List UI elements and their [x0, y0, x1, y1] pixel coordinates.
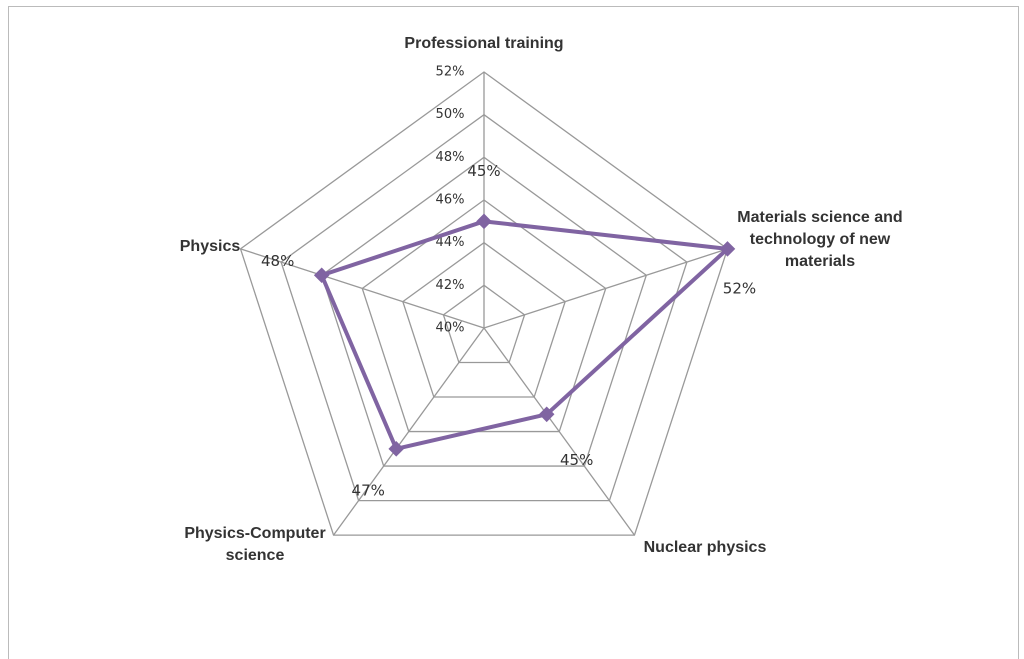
- r-tick-label: 42%: [436, 278, 465, 293]
- grid-ring: [280, 113, 688, 502]
- value-label: 52%: [723, 279, 756, 297]
- grid-ring: [361, 199, 607, 433]
- r-tick-label: 46%: [436, 193, 465, 208]
- grid-ring: [442, 284, 526, 364]
- category-label: Professional training: [404, 35, 564, 52]
- r-tick-label: 44%: [436, 235, 465, 250]
- spoke: [483, 327, 635, 536]
- marker: [476, 213, 492, 230]
- spoke: [240, 248, 485, 329]
- category-label: Physics-Computer science: [184, 525, 326, 564]
- value-label: 48%: [261, 252, 294, 270]
- category-label: Physics: [179, 238, 241, 255]
- grid-ring: [239, 71, 729, 536]
- r-tick-label: 50%: [436, 107, 465, 122]
- value-label: 47%: [352, 481, 385, 499]
- chart-frame: [8, 6, 1019, 659]
- category-label: Nuclear physics: [643, 539, 767, 556]
- r-tick-label: 48%: [436, 150, 465, 165]
- series-line: [318, 219, 733, 452]
- r-tick-label: 52%: [436, 65, 465, 80]
- marker: [388, 441, 405, 457]
- category-label: Materials science and technology of new …: [737, 209, 903, 270]
- r-tick-label: 40%: [436, 321, 465, 336]
- grid-ring: [320, 156, 648, 467]
- spoke: [333, 327, 485, 536]
- value-label: 45%: [560, 451, 593, 469]
- value-label: 45%: [467, 162, 500, 180]
- marker: [719, 241, 736, 257]
- spoke: [483, 248, 728, 329]
- grid-ring: [402, 241, 566, 398]
- marker: [313, 267, 330, 284]
